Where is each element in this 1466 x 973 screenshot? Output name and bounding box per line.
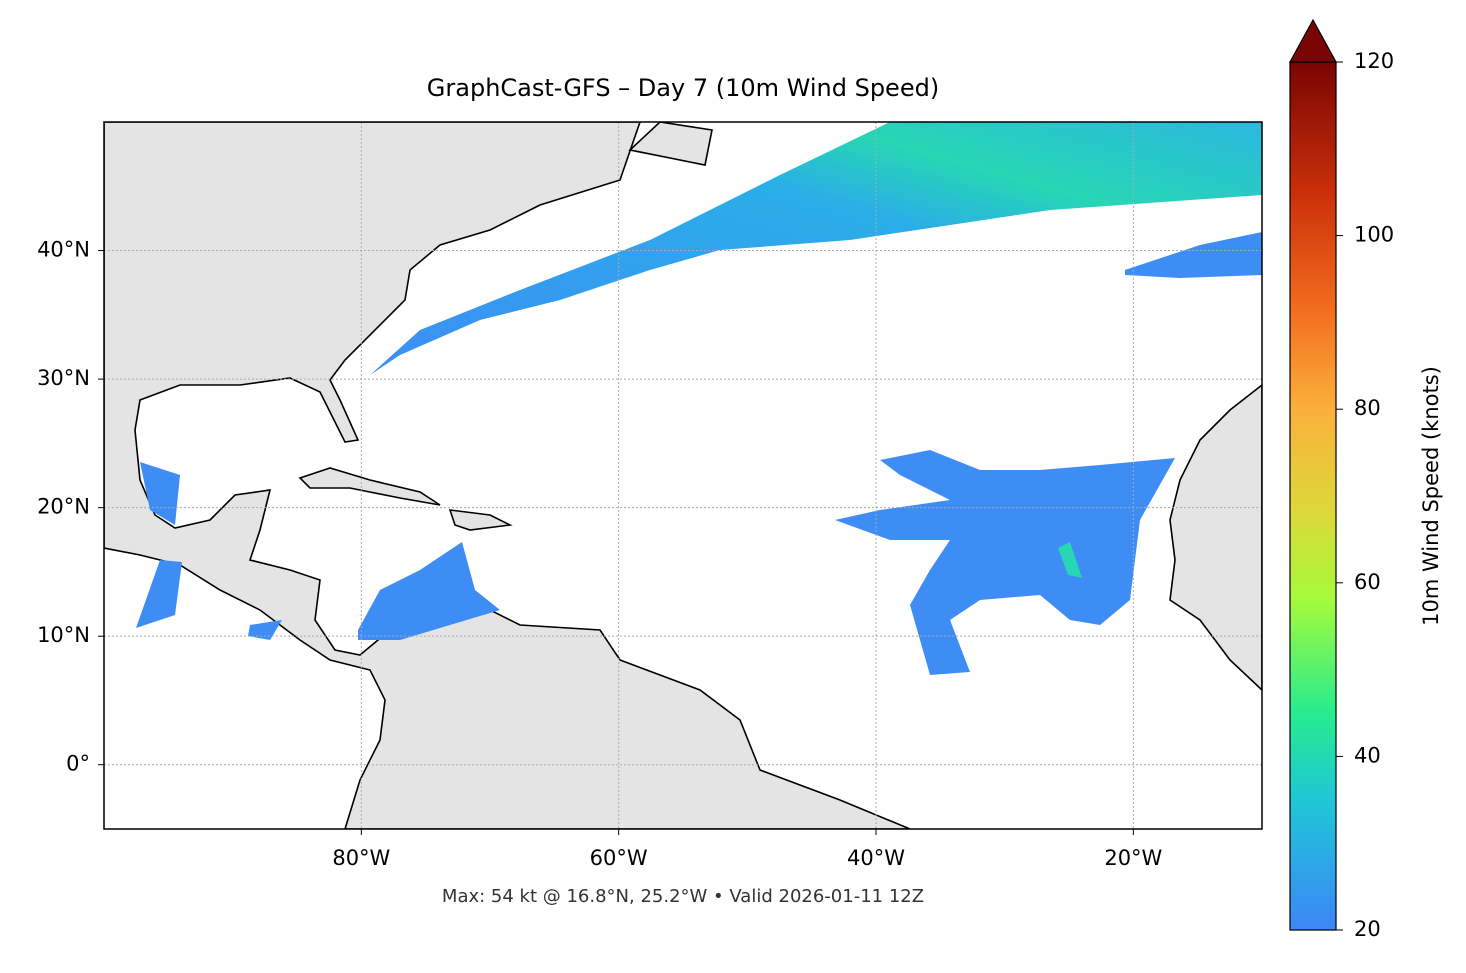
y-tick-label: 30°N [37,366,90,390]
colorbar-tick-label: 80 [1354,396,1381,420]
colorbar-tick-label: 100 [1354,223,1394,247]
map-frame [103,121,1263,830]
colorbar-tick-label: 120 [1354,49,1394,73]
colorbar-label: 10m Wind Speed (knots) [1419,366,1443,626]
colorbar [1289,61,1337,931]
colorbar-extend [1288,18,1338,63]
y-tick-label: 40°N [37,238,90,262]
wind-swath [370,122,1262,375]
wind-swath [1125,232,1262,278]
y-tick-label: 0° [66,752,90,776]
x-tick-label: 40°W [847,846,905,870]
wind-swath [358,542,500,640]
y-tick-label: 10°N [37,623,90,647]
footnote: Max: 54 kt @ 16.8°N, 25.2°W • Valid 2026… [442,886,924,907]
x-tick-label: 60°W [590,846,648,870]
wind-swath [136,462,282,640]
land-africa [1169,383,1262,692]
chart-title: GraphCast-GFS – Day 7 (10m Wind Speed) [427,74,939,102]
hispaniola [448,509,513,531]
wind-swath [835,450,1175,675]
y-tick-label: 20°N [37,495,90,519]
map-area [104,122,1262,829]
land-americas [104,122,911,829]
wind-max [1058,542,1082,578]
x-tick-label: 20°W [1104,846,1162,870]
newfoundland [628,122,713,166]
colorbar-tick-label: 60 [1354,570,1381,594]
colorbar-tick-label: 40 [1354,743,1381,767]
colorbar-tick-label: 20 [1354,917,1381,941]
x-tick-label: 80°W [332,846,390,870]
cuba [298,467,441,506]
